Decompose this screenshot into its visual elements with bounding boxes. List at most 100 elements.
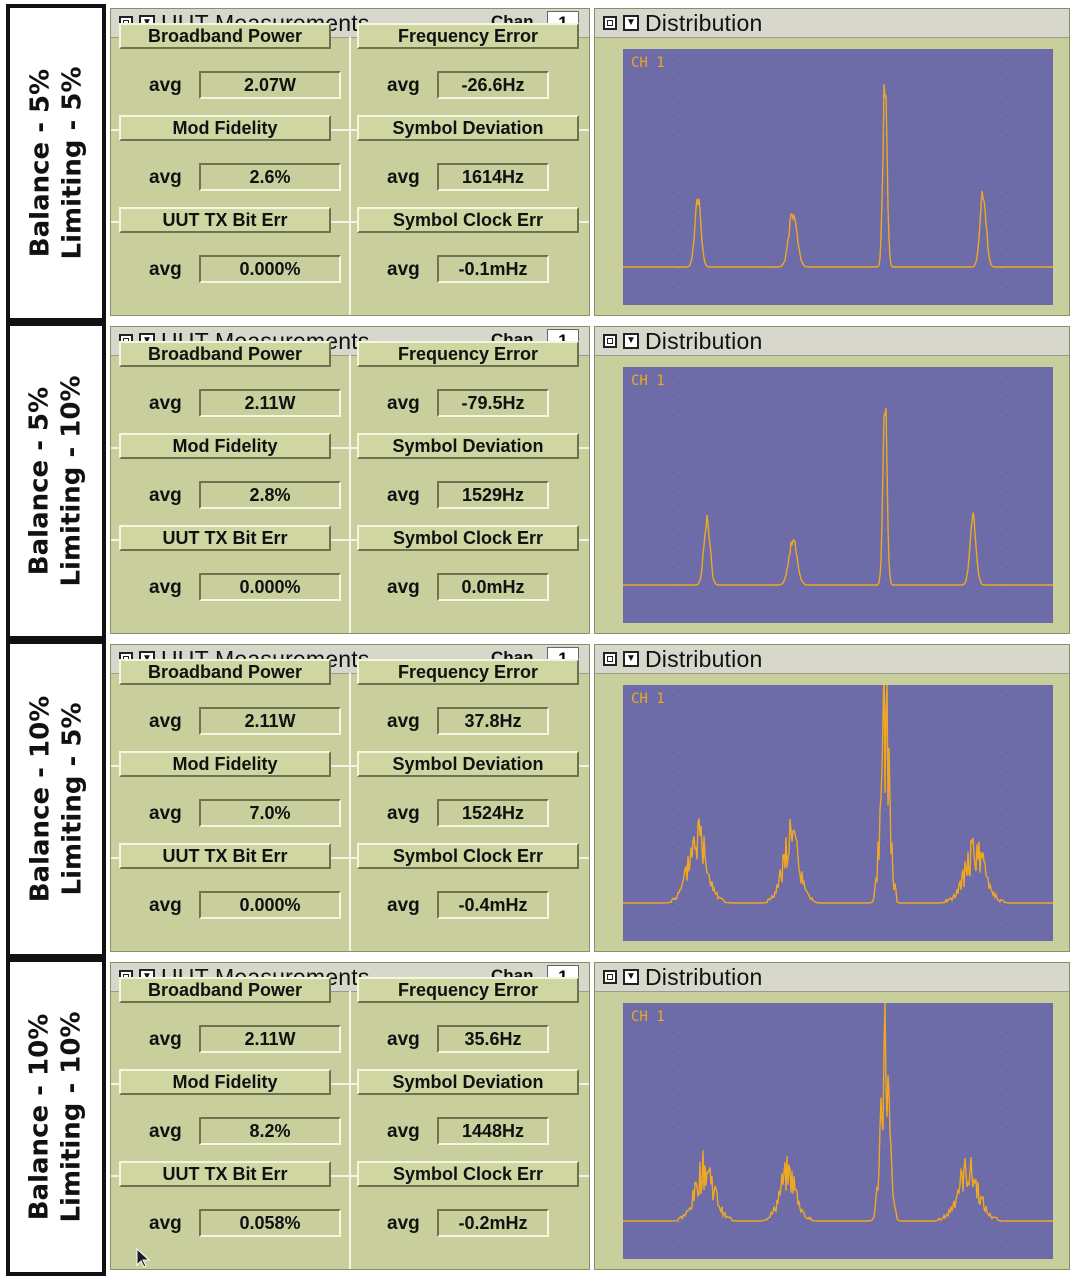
broadband-power-button[interactable]: Broadband Power (119, 977, 331, 1003)
frequency-error-value: -26.6Hz (437, 71, 549, 99)
avg-label: avg (149, 485, 182, 506)
uut-measurements-panel: ▼UUT MeasurementsChan1Broadband Poweravg… (110, 962, 590, 1270)
distribution-trace-svg (623, 1003, 1053, 1249)
divider (111, 539, 589, 541)
avg-label: avg (387, 485, 420, 506)
mod-fidelity-button[interactable]: Mod Fidelity (119, 433, 331, 459)
avg-label: avg (149, 577, 182, 598)
frequency-error-value: -79.5Hz (437, 389, 549, 417)
frequency-error-button[interactable]: Frequency Error (357, 659, 579, 685)
limiting-label: Limiting - 5% (57, 66, 88, 260)
condition-label: Balance - 10% Limiting - 5% (24, 696, 88, 903)
condition-label-box: Balance - 5% Limiting - 10% (6, 322, 106, 640)
broadband-power-button[interactable]: Broadband Power (119, 659, 331, 685)
distribution-trace (623, 407, 1053, 586)
distribution-panel: ▼ Distribution CH 1 (594, 644, 1070, 952)
limiting-label: Limiting - 10% (57, 1011, 88, 1223)
symbol-clock-err-button[interactable]: Symbol Clock Err (357, 843, 579, 869)
frequency-error-button[interactable]: Frequency Error (357, 23, 579, 49)
symbol-deviation-button[interactable]: Symbol Deviation (357, 115, 579, 141)
broadband-power-button[interactable]: Broadband Power (119, 341, 331, 367)
avg-label: avg (149, 803, 182, 824)
avg-label: avg (149, 895, 182, 916)
condition-label: Balance - 10% Limiting - 10% (24, 1011, 88, 1222)
avg-label: avg (387, 1213, 420, 1234)
avg-label: avg (149, 1121, 182, 1142)
condition-label-box: Balance - 10% Limiting - 10% (6, 958, 106, 1276)
frequency-error-button[interactable]: Frequency Error (357, 341, 579, 367)
avg-label: avg (149, 711, 182, 732)
distribution-trace-svg (623, 59, 1053, 295)
distribution-plot: CH 1 (623, 685, 1053, 941)
distribution-trace-svg (623, 685, 1053, 931)
symbol-deviation-button[interactable]: Symbol Deviation (357, 433, 579, 459)
avg-label: avg (387, 577, 420, 598)
distribution-trace (623, 685, 1053, 904)
symbol-clock-err-button[interactable]: Symbol Clock Err (357, 207, 579, 233)
avg-label: avg (387, 803, 420, 824)
condition-label: Balance - 5% Limiting - 10% (24, 375, 88, 586)
window-menu-icon[interactable] (603, 970, 617, 984)
dist-titlebar: ▼ Distribution (595, 9, 1069, 38)
symbol-deviation-value: 1448Hz (437, 1117, 549, 1145)
distribution-trace (623, 84, 1053, 268)
uut-tx-bit-err-button[interactable]: UUT TX Bit Err (119, 207, 331, 233)
dist-titlebar: ▼ Distribution (595, 327, 1069, 356)
balance-label: Balance - 5% (25, 68, 56, 258)
frequency-error-value: 35.6Hz (437, 1025, 549, 1053)
channel-label: CH 1 (631, 1009, 665, 1025)
symbol-deviation-button[interactable]: Symbol Deviation (357, 751, 579, 777)
balance-label: Balance - 5% (25, 386, 56, 576)
avg-label: avg (387, 895, 420, 916)
balance-label: Balance - 10% (25, 695, 56, 903)
limiting-label: Limiting - 10% (57, 375, 88, 587)
broadband-power-value: 2.07W (199, 71, 341, 99)
avg-label: avg (387, 393, 420, 414)
avg-label: avg (149, 1213, 182, 1234)
distribution-plot: CH 1 (623, 1003, 1053, 1259)
dist-title: Distribution (645, 645, 763, 672)
mod-fidelity-button[interactable]: Mod Fidelity (119, 115, 331, 141)
frequency-error-button[interactable]: Frequency Error (357, 977, 579, 1003)
avg-label: avg (387, 75, 420, 96)
mod-fidelity-button[interactable]: Mod Fidelity (119, 751, 331, 777)
distribution-panel: ▼ Distribution CH 1 (594, 962, 1070, 1270)
condition-label-box: Balance - 5% Limiting - 5% (6, 4, 106, 322)
dropdown-arrow-icon[interactable]: ▼ (623, 969, 639, 985)
broadband-power-value: 2.11W (199, 389, 341, 417)
avg-label: avg (149, 393, 182, 414)
avg-label: avg (149, 75, 182, 96)
dist-titlebar: ▼ Distribution (595, 645, 1069, 674)
dropdown-arrow-icon[interactable]: ▼ (623, 651, 639, 667)
symbol-clock-err-button[interactable]: Symbol Clock Err (357, 1161, 579, 1187)
uut-tx-bit-err-button[interactable]: UUT TX Bit Err (119, 1161, 331, 1187)
balance-label: Balance - 10% (25, 1013, 56, 1221)
uut-tx-bit-err-button[interactable]: UUT TX Bit Err (119, 843, 331, 869)
measurement-row: Balance - 5%Limiting - 5%▼UUT Measuremen… (0, 0, 1071, 322)
window-menu-icon[interactable] (603, 334, 617, 348)
symbol-deviation-value: 1529Hz (437, 481, 549, 509)
avg-label: avg (149, 1029, 182, 1050)
divider (111, 221, 589, 223)
broadband-power-value: 2.11W (199, 1025, 341, 1053)
mod-fidelity-value: 2.8% (199, 481, 341, 509)
window-menu-icon[interactable] (603, 16, 617, 30)
symbol-clock-err-value: -0.1mHz (437, 255, 549, 283)
uut-measurements-panel: ▼UUT MeasurementsChan1Broadband Poweravg… (110, 8, 590, 316)
uut-tx-bit-err-value: 0.000% (199, 573, 341, 601)
avg-label: avg (387, 167, 420, 188)
window-menu-icon[interactable] (603, 652, 617, 666)
uut-tx-bit-err-button[interactable]: UUT TX Bit Err (119, 525, 331, 551)
dist-title: Distribution (645, 9, 763, 36)
uut-measurements-panel: ▼UUT MeasurementsChan1Broadband Poweravg… (110, 644, 590, 952)
dropdown-arrow-icon[interactable]: ▼ (623, 333, 639, 349)
measurement-row: Balance - 5%Limiting - 10%▼UUT Measureme… (0, 318, 1071, 640)
mod-fidelity-button[interactable]: Mod Fidelity (119, 1069, 331, 1095)
distribution-panel: ▼ Distribution CH 1 (594, 8, 1070, 316)
dist-title: Distribution (645, 327, 763, 354)
dropdown-arrow-icon[interactable]: ▼ (623, 15, 639, 31)
symbol-deviation-button[interactable]: Symbol Deviation (357, 1069, 579, 1095)
broadband-power-button[interactable]: Broadband Power (119, 23, 331, 49)
divider (111, 447, 589, 449)
symbol-clock-err-button[interactable]: Symbol Clock Err (357, 525, 579, 551)
